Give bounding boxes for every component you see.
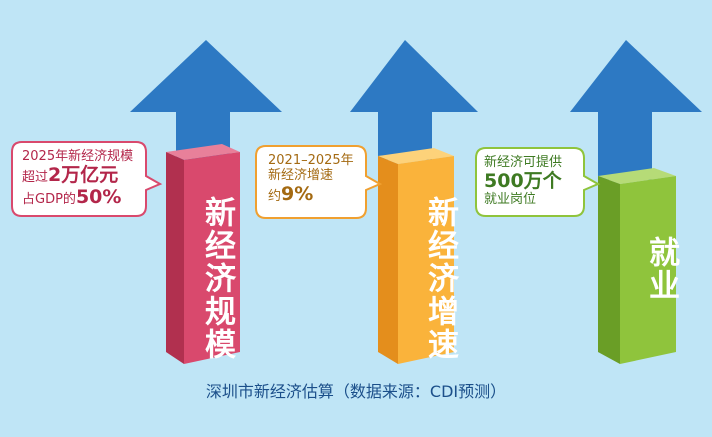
callout-3-bubble	[475, 147, 601, 217]
callout-1-line-2: 超过2万亿元	[22, 163, 152, 187]
callout-2-line-1: 2021–2025年	[268, 153, 354, 168]
callout-2-text: 2021–2025年 新经济增速 约9%	[268, 153, 378, 206]
callout-1-line-2-prefix: 超过	[22, 169, 49, 185]
pillar-1	[166, 144, 240, 364]
callout-2-line-3: 约9%	[268, 182, 378, 206]
callout-2-bubble	[255, 145, 383, 219]
callout-1-bubble	[11, 141, 163, 217]
pillar-3-label: 就业	[643, 236, 679, 302]
callout-2-line-3-prefix: 约	[268, 188, 282, 204]
arrow-2	[350, 40, 478, 160]
callout-1-text: 2025年新经济规模 超过2万亿元 占GDP的50%	[22, 149, 152, 209]
pillar-3-front	[620, 176, 676, 364]
pillar-1-label: 新经济规模	[199, 196, 235, 361]
pillar-2-left	[378, 156, 398, 364]
callout-3-line-1: 新经济可提供	[484, 155, 563, 170]
pillar-2-top	[378, 148, 454, 164]
pillar-2-label: 新经济增速	[422, 196, 458, 361]
callout-1-line-3-prefix: 占GDP的	[22, 191, 76, 207]
pillar-1-front	[184, 152, 240, 364]
callout-1-line-2-highlight: 2万亿元	[48, 163, 119, 186]
callout-3-text: 新经济可提供 500万个 就业岗位	[484, 155, 584, 208]
caption: 深圳市新经济估算（数据来源：CDI预测）	[205, 382, 507, 401]
callout-1-line-3: 占GDP的50%	[22, 185, 152, 209]
pillar-3-top	[598, 168, 676, 184]
callout-1-line-1: 2025年新经济规模	[22, 149, 134, 164]
pillar-2	[378, 148, 454, 364]
callout-2-line-3-highlight: 9%	[281, 182, 314, 205]
callout-3-line-2: 500万个	[484, 169, 562, 192]
pillar-1-top	[166, 144, 240, 160]
pillar-2-front	[398, 156, 454, 364]
pillar-3-left	[598, 176, 620, 364]
arrow-3-shaft	[598, 110, 652, 180]
pillar-1-left	[166, 152, 184, 364]
pillar-3	[598, 168, 676, 364]
arrow-1	[130, 40, 282, 160]
callout-3-line-3: 就业岗位	[484, 191, 537, 207]
arrow-1-head	[130, 40, 282, 112]
arrow-3	[570, 40, 702, 180]
callout-1-line-3-highlight: 50%	[75, 185, 122, 208]
arrow-2-head	[350, 40, 478, 112]
callout-2-line-2: 新经济增速	[268, 167, 334, 183]
arrow-3-head	[570, 40, 702, 112]
